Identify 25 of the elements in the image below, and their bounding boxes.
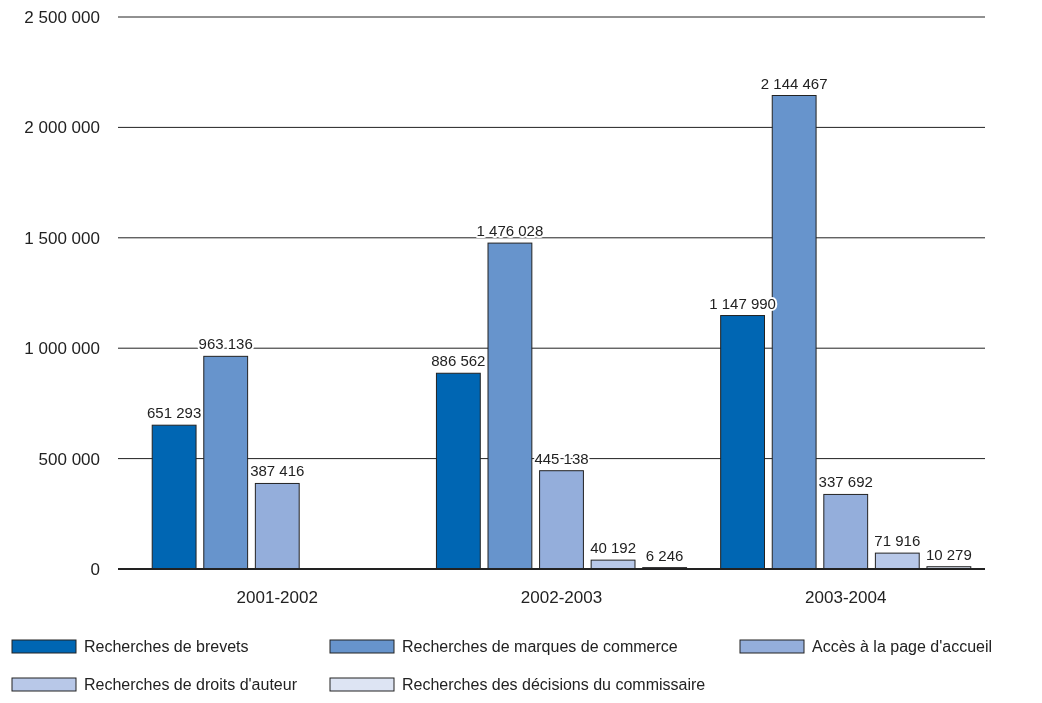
legend-label: Recherches de droits d'auteur [84,676,298,693]
data-label: 337 692 [818,473,873,491]
y-tick-label: 0 [90,560,100,579]
data-label: 963 136 [198,335,253,353]
data-label: 886 562 [431,352,486,370]
y-tick-label: 2 500 000 [24,8,100,27]
data-label: 1 476 028 [476,222,544,240]
y-tick-label: 1 000 000 [24,339,100,359]
legend-label: Recherches de marques de commerce [402,638,678,655]
x-tick-label: 2001-2002 [236,588,318,607]
y-tick-label: 1 500 000 [24,228,100,248]
data-label: 387 416 [250,462,305,480]
data-label: 6 246 [645,546,684,564]
legend-label: Accès à la page d'accueil [812,638,993,655]
legend-label: Recherches des décisions du commissaire [402,676,706,693]
data-label: 40 192 [590,539,637,557]
data-label: 2 144 467 [760,74,828,92]
y-tick-label: 500 000 [38,449,100,469]
data-label: 651 293 [147,404,202,422]
data-label: 71 916 [874,532,921,550]
y-tick-label: 2 000 000 [24,118,100,138]
x-tick-label: 2003-2004 [805,588,887,607]
x-tick-label: 2002-2003 [520,588,603,607]
legend-label: Recherches de brevets [84,638,249,655]
data-label: 10 279 [925,545,972,563]
